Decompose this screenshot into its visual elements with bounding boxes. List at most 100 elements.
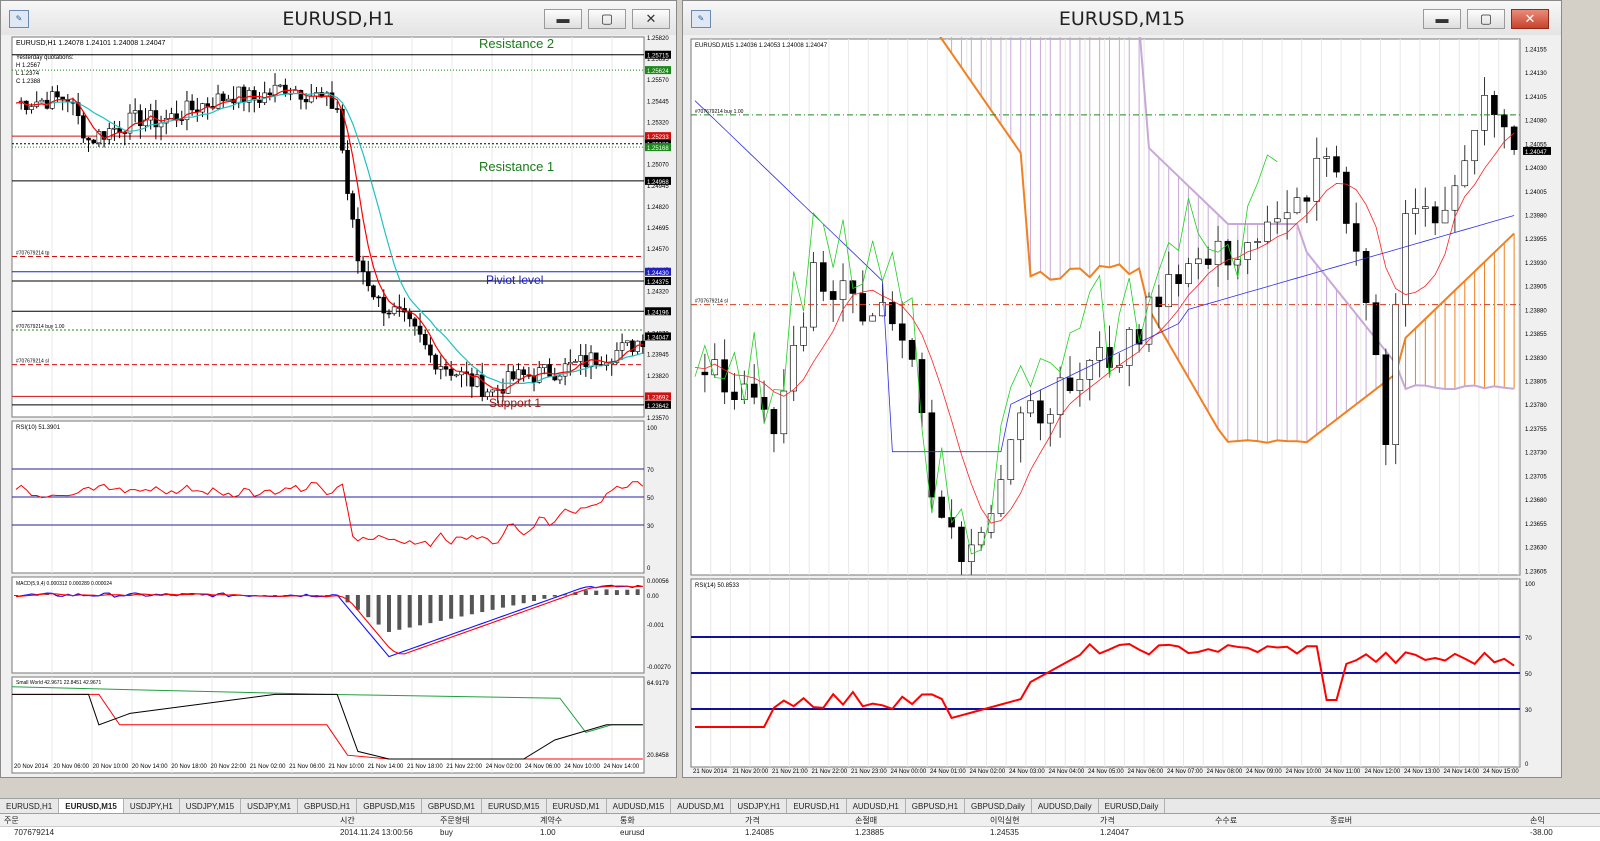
chart-tab[interactable]: USDJPY,H1 xyxy=(124,799,180,813)
candle xyxy=(780,390,788,435)
rsi-axis-label: 100 xyxy=(647,426,658,432)
chart-area-m15[interactable]: 1.24155 1.24130 1.24105 1.24080 1.24055 1.240… xyxy=(689,37,1555,777)
rsi-header: RSI(10) 51.3901 xyxy=(16,425,61,431)
time-axis-label: 20 Nov 14:00 xyxy=(132,764,168,770)
terminal-column-header[interactable]: 손절매 xyxy=(855,816,878,825)
terminal-column-header[interactable]: 종료버 xyxy=(1330,816,1353,825)
candle xyxy=(422,333,428,346)
chart-tab[interactable]: USDJPY,H1 xyxy=(731,799,788,813)
price-axis-label: 1.23820 xyxy=(647,374,669,380)
chart-tab[interactable]: USDJPY,M15 xyxy=(180,799,242,813)
title-bar[interactable]: ✎ EURUSD,H1 ▬ ▢ ✕ xyxy=(1,1,676,35)
chart-tab[interactable]: EURUSD,H1 xyxy=(787,799,847,813)
chart-tab[interactable]: AUDUSD,M1 xyxy=(671,799,732,813)
candle xyxy=(1333,156,1340,173)
candle xyxy=(474,374,480,387)
time-axis-label: 20 Nov 06:00 xyxy=(53,764,89,770)
minimize-button[interactable]: ▬ xyxy=(1423,9,1461,29)
chart-tabs[interactable]: EURUSD,H1 EURUSD,M15 USDJPY,H1 USDJPY,M15 US… xyxy=(0,798,1600,813)
candle xyxy=(226,98,231,102)
candle xyxy=(189,100,195,111)
candle xyxy=(547,364,552,377)
chart-tab[interactable]: USDJPY,M1 xyxy=(241,799,298,813)
time-axis-label: 24 Nov 14:00 xyxy=(604,764,640,770)
terminal-column-header[interactable]: 가격 xyxy=(1100,816,1115,825)
candle xyxy=(593,352,599,365)
time-axis-label: 21 Nov 10:00 xyxy=(328,764,364,770)
price-axis-label: 1.24570 xyxy=(647,247,669,253)
terminal-column-header[interactable]: 통화 xyxy=(620,816,635,825)
time-axis-label: 21 Nov 18:00 xyxy=(407,764,443,770)
chart-area-h1[interactable]: EURUSD,H1 1.24078 1.24101 1.24008 1.2404… xyxy=(9,35,671,775)
chart-tab[interactable]: AUDUSD,Daily xyxy=(1032,799,1099,813)
table-row[interactable]: 707679214 2014.11.24 13:00:56 buy 1.00 eurus… xyxy=(0,827,1600,839)
time-axis-label: 20 Nov 2014 xyxy=(14,764,49,770)
chart-tab[interactable]: GBPUSD,Daily xyxy=(965,799,1032,813)
price-axis-label: 1.23655 xyxy=(1525,522,1547,528)
chart-tab[interactable]: GBPUSD,H1 xyxy=(906,799,966,813)
terminal-column-header[interactable]: 시간 xyxy=(340,816,355,825)
chart-window-eurusd-m15[interactable]: ✎ EURUSD,M15 ▬ ▢ ✕ 1.24155 1.24130 1.24105… xyxy=(682,0,1562,778)
close-button[interactable]: ✕ xyxy=(632,9,670,29)
terminal-column-header[interactable]: 가격 xyxy=(745,816,760,825)
price-axis-label: 1.23880 xyxy=(1525,308,1547,314)
price-axis-label: 1.25695 xyxy=(647,57,669,63)
chart-tab[interactable]: EURUSD,M15 xyxy=(482,799,547,813)
candle xyxy=(1234,259,1242,266)
price-axis-label: 1.24320 xyxy=(647,289,669,295)
terminal-column-header[interactable]: 수수료 xyxy=(1215,816,1238,825)
macd-panel xyxy=(11,576,645,674)
terminal-panel[interactable]: 주문 시간 주문형태 계약수 통화 가격 손절매 이익실현 가격 수수료 종료버 손익 7076792… xyxy=(0,813,1600,841)
chart-tab[interactable]: GBPUSD,M1 xyxy=(422,799,482,813)
chart-tab[interactable]: AUDUSD,H1 xyxy=(847,799,906,813)
terminal-column-header[interactable]: 이익실현 xyxy=(990,816,1020,825)
candle xyxy=(839,280,847,300)
maximize-button[interactable]: ▢ xyxy=(1467,9,1505,29)
order-buy-label: #707679214 buy 1.00 xyxy=(695,109,744,115)
terminal-cell: -38.00 xyxy=(1530,828,1553,837)
price-axis-label: 1.23630 xyxy=(1525,546,1547,552)
candle xyxy=(1264,221,1271,242)
candle xyxy=(1471,130,1478,162)
price-tag-label: 1.25233 xyxy=(647,135,669,141)
macd-histogram-bar xyxy=(273,595,278,596)
candle xyxy=(443,366,449,370)
maximize-button[interactable]: ▢ xyxy=(588,9,626,29)
chart-tab[interactable]: EURUSD,M1 xyxy=(547,799,607,813)
minimize-button[interactable]: ▬ xyxy=(544,9,582,29)
candle xyxy=(39,99,45,103)
rsi-axis-label: 0 xyxy=(1525,762,1529,768)
price-axis-label: 1.24055 xyxy=(1525,142,1547,148)
small-world-line-black xyxy=(12,693,643,760)
terminal-cell: eurusd xyxy=(620,828,645,837)
chart-tab[interactable]: EURUSD,M15 xyxy=(59,799,124,813)
price-axis-label: 1.24080 xyxy=(1525,119,1547,125)
terminal-column-header[interactable]: 계약수 xyxy=(540,816,563,825)
chart-tab[interactable]: AUDUSD,M15 xyxy=(607,799,672,813)
chart-tab[interactable]: EURUSD,H1 xyxy=(0,799,60,813)
price-tag xyxy=(645,132,671,141)
order-buy-label: #707679214 buy 1.00 xyxy=(16,324,65,330)
close-button[interactable]: ✕ xyxy=(1511,9,1549,29)
small-world-panel xyxy=(11,676,645,774)
price-axis-label: 1.24130 xyxy=(1525,71,1547,77)
chart-tab[interactable]: GBPUSD,M15 xyxy=(357,799,422,813)
chart-window-eurusd-h1[interactable]: ✎ EURUSD,H1 ▬ ▢ ✕ EURUSD,H1 1.24078 1.24… xyxy=(0,0,677,778)
time-axis-label: 20 Nov 10:00 xyxy=(93,764,129,770)
macd-histogram-bar xyxy=(614,590,619,595)
price-axis-label: 1.23705 xyxy=(1525,474,1547,480)
time-axis-label: 21 Nov 21:00 xyxy=(772,769,808,775)
chart-tab[interactable]: GBPUSD,H1 xyxy=(298,799,358,813)
time-axis-label: 24 Nov 11:00 xyxy=(1325,769,1361,775)
price-axis-label: 1.24695 xyxy=(647,226,669,232)
candle xyxy=(898,323,906,341)
candle xyxy=(859,293,867,322)
terminal-column-header[interactable]: 주문형태 xyxy=(440,816,470,825)
chart-tab[interactable]: EURUSD,Daily xyxy=(1099,799,1166,813)
terminal-column-header[interactable]: 손익 xyxy=(1530,816,1545,825)
price-axis-label: 1.23905 xyxy=(1525,285,1547,291)
price-tag-label: 1.25715 xyxy=(647,54,669,60)
terminal-column-header[interactable]: 주문 xyxy=(4,816,19,825)
candle xyxy=(386,312,392,315)
title-bar[interactable]: ✎ EURUSD,M15 ▬ ▢ ✕ xyxy=(683,1,1561,35)
